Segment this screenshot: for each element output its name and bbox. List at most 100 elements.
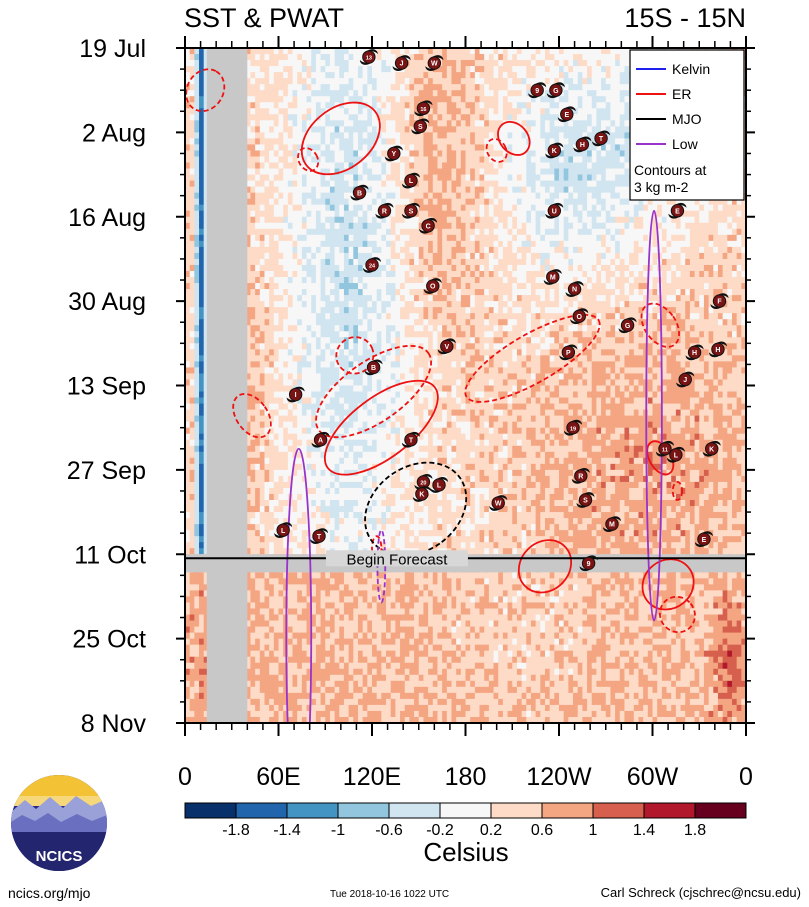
storm-label: 19 (570, 426, 576, 432)
storm-label: K (552, 148, 557, 155)
storm-label: L (409, 178, 414, 185)
legend: Kelvin ER MJO Low Contours at3 kg m-2 (629, 49, 745, 201)
storm-label: G (625, 323, 631, 330)
colorbar-segment (286, 802, 339, 819)
contour-er (658, 595, 696, 634)
colorbar-tick-label: -1.8 (222, 822, 250, 839)
colorbar-tick-label: -0.6 (375, 822, 403, 839)
contour-er (641, 558, 695, 611)
colorbar-segment (490, 802, 543, 819)
storm-label: O (430, 284, 436, 291)
storm-label: V (444, 344, 449, 351)
contour-er (485, 138, 508, 163)
contour-er (232, 393, 272, 439)
storm-marker: C (419, 217, 438, 234)
footer-url[interactable]: ncics.org/mjo (8, 885, 91, 901)
colorbar-tick-label: 0.6 (531, 822, 553, 839)
storm-marker: L (401, 172, 420, 189)
colorbar: -1.8 -1.4 -1 -0.6 -0.2 0.2 0.6 1 1.4 1.8 (184, 802, 747, 839)
contour-er (297, 147, 320, 172)
contour-er (497, 120, 531, 156)
storm-label: E (675, 208, 680, 215)
storm-label: N (572, 287, 577, 294)
colorbar-segment (439, 802, 492, 819)
storm-marker: B (364, 359, 383, 376)
storm-marker: J (676, 371, 695, 388)
storm-marker: G (618, 317, 637, 334)
storm-marker: T (592, 130, 611, 147)
storm-label: W (431, 61, 438, 68)
storm-label: C (426, 223, 431, 230)
storm-marker: E (557, 106, 576, 123)
colorbar-tick-label: -0.2 (426, 822, 454, 839)
chart-title-left: SST & PWAT (184, 3, 344, 33)
contour-er (335, 336, 375, 375)
colorbar-segment (184, 802, 237, 819)
x-tick-label: 60W (627, 763, 679, 791)
storm-label: S (418, 124, 423, 131)
y-tick-label: 19 Jul (79, 35, 146, 63)
storm-label: P (566, 350, 571, 357)
contour-er (671, 481, 684, 501)
storm-marker: G (546, 82, 565, 99)
colorbar-segment (235, 802, 288, 819)
storm-marker: M (543, 269, 562, 285)
contour-er (464, 313, 601, 403)
storm-label: 9 (535, 88, 539, 95)
storm-label: R (578, 474, 583, 481)
storm-label: K (419, 492, 424, 499)
storm-marker: W (489, 495, 508, 511)
chart-title-right: 15S - 15N (624, 3, 746, 33)
storm-label: 20 (420, 481, 426, 487)
forecast-label-bg (325, 550, 468, 567)
storm-label: H (715, 347, 720, 354)
legend-label: Low (672, 136, 699, 152)
x-tick-label: 120E (343, 763, 401, 791)
storm-marker: V (437, 338, 456, 355)
contour-er (323, 379, 439, 476)
storm-label: L (674, 452, 679, 459)
storm-marker: Y (384, 145, 403, 162)
footer-timestamp: Tue 2018-10-16 1022 UTC (330, 889, 450, 900)
ncics-logo[interactable]: NCICS (11, 775, 107, 871)
storm-marker: T (310, 528, 329, 545)
y-tick-label: 30 Aug (68, 288, 146, 316)
x-tick-label: 180 (445, 763, 487, 791)
storm-marker: 19 (564, 419, 583, 436)
storm-marker: H (685, 344, 704, 361)
legend-label: ER (672, 86, 691, 102)
colorbar-tick-label: 1.4 (633, 822, 655, 839)
contour-low (376, 529, 387, 604)
storm-marker: O (423, 278, 442, 294)
y-tick-label: 16 Aug (68, 204, 146, 232)
colorbar-segment (337, 802, 390, 819)
storm-marker: I (286, 386, 305, 403)
contour-er (517, 539, 573, 594)
legend-box (629, 49, 745, 201)
footer-author: Carl Schreck (cjschrec@ncsu.edu) (600, 885, 801, 900)
storm-marker: O (570, 308, 589, 325)
storm-marker: W (425, 55, 444, 71)
x-tick-label: 120W (526, 763, 592, 791)
storm-label: F (717, 299, 722, 306)
colorbar-segment (388, 802, 441, 819)
storm-label: T (409, 437, 414, 444)
storm-marker: S (411, 118, 430, 135)
storm-marker: K (412, 486, 431, 502)
y-tick-label: 8 Nov (81, 710, 147, 738)
storm-label: G (553, 88, 559, 95)
storm-label: K (709, 446, 714, 453)
y-tick-label: 2 Aug (82, 119, 146, 147)
storm-marker: M (602, 516, 621, 533)
legend-label: MJO (672, 111, 702, 127)
storm-label: S (409, 208, 414, 215)
contour-low (285, 447, 313, 723)
contour-er (371, 535, 383, 562)
storm-marker: L (430, 477, 449, 493)
y-tick-label: 13 Sep (67, 373, 146, 401)
storm-label: 9 (587, 561, 591, 568)
storm-marker: 13 (359, 49, 378, 65)
forecast-label: Begin Forecast (346, 551, 448, 568)
storm-label: U (552, 208, 557, 215)
